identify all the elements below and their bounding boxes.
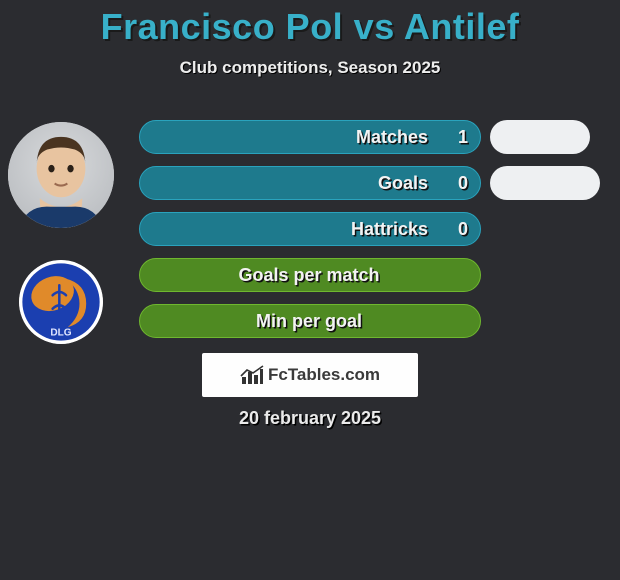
stat-bar-left: Goals per match (139, 258, 481, 292)
stat-value-left: 0 (458, 219, 468, 240)
stat-label: Goals (378, 173, 428, 194)
stat-bar-left: Matches 1 (139, 120, 481, 154)
page-subtitle: Club competitions, Season 2025 (0, 58, 620, 78)
infographic-date: 20 february 2025 (0, 408, 620, 429)
stat-label: Goals per match (238, 265, 379, 286)
stat-row: Matches 1 (0, 120, 620, 166)
stat-rows-container: Matches 1 Goals 0 Hattricks 0 Goals per match M… (0, 120, 620, 350)
stat-bar-left: Goals 0 (139, 166, 481, 200)
stat-value-left: 0 (458, 173, 468, 194)
stat-bar-left: Hattricks 0 (139, 212, 481, 246)
stat-bar-right (490, 120, 590, 154)
stat-row: Hattricks 0 (0, 212, 620, 258)
stat-label: Hattricks (351, 219, 428, 240)
stat-row: Min per goal (0, 304, 620, 350)
page-title: Francisco Pol vs Antilef (0, 0, 620, 48)
brand-text: FcTables.com (268, 365, 380, 385)
stat-bar-right (490, 166, 600, 200)
stat-label: Matches (356, 127, 428, 148)
stat-row: Goals 0 (0, 166, 620, 212)
bar-chart-icon (240, 364, 264, 386)
stat-value-left: 1 (458, 127, 468, 148)
stat-bar-left: Min per goal (139, 304, 481, 338)
brand-badge[interactable]: FcTables.com (202, 353, 418, 397)
stat-label: Min per goal (256, 311, 362, 332)
stat-row: Goals per match (0, 258, 620, 304)
